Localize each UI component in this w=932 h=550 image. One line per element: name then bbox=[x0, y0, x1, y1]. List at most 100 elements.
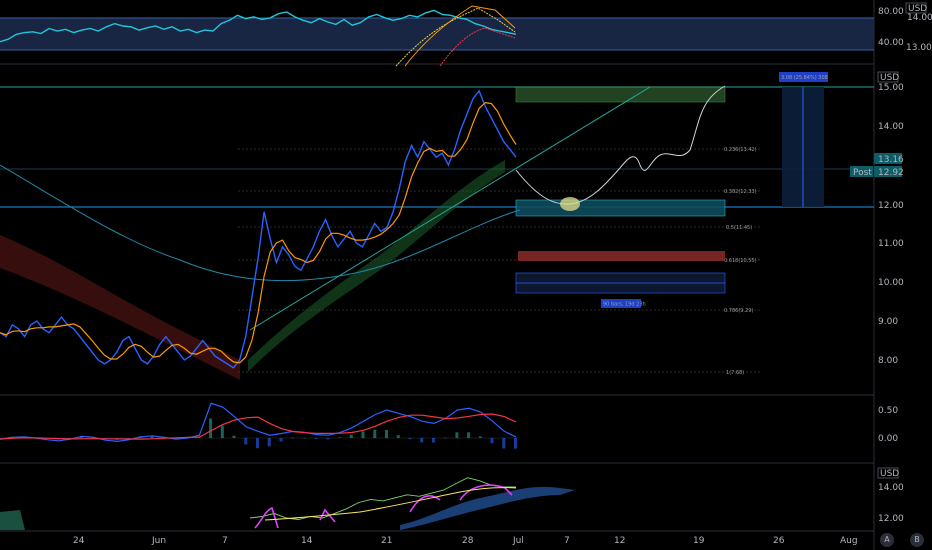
time-tick-aug: Aug bbox=[840, 536, 858, 546]
duration-label: 90 bars, 19d 23h bbox=[603, 302, 646, 308]
time-tick-14: 14 bbox=[301, 536, 313, 546]
rsi-fan-yellow bbox=[395, 7, 516, 67]
rsi-scale-value: 13.00 bbox=[906, 43, 932, 53]
macd-histogram-bar bbox=[326, 438, 330, 440]
rsi-pane[interactable]: 80.00 40.00 USD 14.00 13.00 bbox=[0, 2, 932, 67]
macd-histogram-bar bbox=[127, 438, 130, 439]
position-tag-box bbox=[850, 166, 873, 177]
macd-tick-000: 0.00 bbox=[878, 434, 898, 444]
macd-histogram-bar bbox=[478, 436, 482, 438]
rsi-fan-red bbox=[439, 27, 516, 67]
red-ribbon bbox=[0, 235, 240, 380]
fib-label-1: 1(7.68) bbox=[726, 370, 744, 376]
position-tag: Post bbox=[853, 168, 872, 178]
auto-scale-button[interactable]: A bbox=[880, 533, 894, 547]
price-tick-10: 10.00 bbox=[878, 278, 904, 288]
projection-path[interactable] bbox=[515, 85, 726, 205]
long-ma-line bbox=[0, 164, 521, 282]
lower-yellow-line bbox=[264, 487, 517, 521]
macd-histogram-bar bbox=[420, 438, 424, 443]
lower-currency-label: USD bbox=[880, 469, 899, 479]
cloud-blue bbox=[400, 486, 575, 530]
fib-label-0618: 0.618(10.55) bbox=[724, 258, 757, 264]
fib-label-0382: 0.382(12.33) bbox=[724, 189, 757, 195]
macd-histogram-bar bbox=[291, 437, 295, 439]
macd-histogram-bar bbox=[408, 438, 412, 440]
macd-histogram-bar bbox=[349, 434, 353, 438]
lower-magenta-line bbox=[254, 484, 513, 529]
price-tick-14: 14.00 bbox=[878, 122, 904, 132]
lower-tick-12: 12.00 bbox=[878, 514, 904, 524]
macd-histogram-bar bbox=[361, 431, 365, 438]
rsi-scale-label: 14.00 bbox=[907, 13, 932, 23]
macd-histogram-bar bbox=[80, 436, 84, 438]
macd-histogram-bar bbox=[502, 438, 506, 449]
macd-histogram-bar bbox=[232, 435, 236, 438]
macd-histogram-bar bbox=[220, 425, 224, 438]
macd-histogram-bar bbox=[279, 438, 283, 442]
fib-label-0236: 0.236(13.42) bbox=[724, 147, 757, 153]
log-scale-button[interactable]: B bbox=[910, 533, 924, 547]
rsi-tick-80: 80.00 bbox=[878, 7, 904, 17]
target-zone-green[interactable] bbox=[515, 86, 726, 103]
macd-histogram-bar bbox=[267, 438, 271, 447]
rsi-currency-box bbox=[905, 2, 927, 14]
price-currency-box bbox=[877, 71, 899, 83]
last-price: 13.16 bbox=[878, 155, 904, 165]
time-tick-21: 21 bbox=[381, 536, 392, 546]
macd-histogram-bar bbox=[455, 432, 459, 438]
time-axis[interactable]: 24 Jun 7 14 21 28 Jul 7 12 19 26 Aug bbox=[73, 536, 858, 546]
macd-histogram-bar bbox=[244, 438, 248, 445]
price-tick-9: 9.00 bbox=[878, 317, 898, 327]
macd-histogram-bar bbox=[490, 438, 494, 444]
price-pane[interactable]: 0.236(13.42) 0.382(12.33) 0.5(11.45) 0.6… bbox=[0, 71, 904, 380]
last-price-tag bbox=[874, 153, 902, 164]
time-tick-jul: Jul bbox=[512, 536, 524, 546]
position-price: 12.92 bbox=[878, 168, 904, 178]
rsi-tick-40: 40.00 bbox=[878, 38, 904, 48]
macd-histogram-bar bbox=[209, 418, 213, 438]
macd-tick-050: 0.50 bbox=[878, 406, 898, 416]
macd-histogram bbox=[0, 418, 517, 449]
time-tick-24: 24 bbox=[73, 536, 85, 546]
price-tick-8: 8.00 bbox=[878, 356, 898, 366]
time-tick-12: 12 bbox=[614, 536, 625, 546]
price-tick-12: 12.00 bbox=[878, 201, 904, 211]
rsi-band bbox=[0, 18, 874, 50]
lower-green-line bbox=[249, 477, 516, 520]
macd-histogram-bar bbox=[514, 438, 517, 449]
time-tick-28: 28 bbox=[462, 536, 474, 546]
price-line bbox=[0, 89, 517, 369]
macd-histogram-bar bbox=[150, 435, 154, 438]
macd-histogram-bar bbox=[68, 438, 72, 439]
macd-histogram-bar bbox=[431, 438, 435, 443]
time-tick-19: 19 bbox=[693, 536, 705, 546]
time-tick-7b: 7 bbox=[564, 536, 570, 546]
macd-signal-line bbox=[0, 413, 517, 440]
rsi-line bbox=[0, 9, 517, 43]
macd-histogram-bar bbox=[302, 437, 306, 439]
price-tick-15: 15.00 bbox=[878, 83, 904, 93]
price-line-fast-ma bbox=[0, 101, 517, 364]
macd-histogram-bar bbox=[338, 437, 342, 438]
lower-tick-14: 14.00 bbox=[878, 483, 904, 493]
fib-label-05: 0.5(11.45) bbox=[726, 225, 752, 231]
macd-histogram-bar bbox=[443, 437, 447, 439]
support-zone-cyan[interactable] bbox=[515, 199, 726, 217]
measure-label: 3.08 (25.84%) 308 bbox=[781, 75, 828, 81]
macd-line bbox=[0, 402, 517, 443]
price-currency-label: USD bbox=[880, 73, 899, 83]
highlight-ellipse[interactable] bbox=[560, 197, 580, 211]
time-tick-jun: Jun bbox=[151, 536, 166, 546]
macd-histogram-bar bbox=[396, 435, 400, 438]
macd-histogram-bar bbox=[373, 429, 377, 438]
resistance-zone-red[interactable] bbox=[518, 251, 725, 261]
lower-pane[interactable]: 14.00 12.00 USD bbox=[0, 467, 904, 530]
measure-label-box bbox=[779, 72, 828, 82]
macd-histogram-bar bbox=[256, 438, 259, 449]
macd-pane[interactable]: 0.50 0.00 bbox=[0, 402, 898, 449]
trendline[interactable] bbox=[249, 86, 651, 331]
cloud-green bbox=[0, 510, 25, 530]
price-tick-11: 11.00 bbox=[878, 239, 904, 249]
